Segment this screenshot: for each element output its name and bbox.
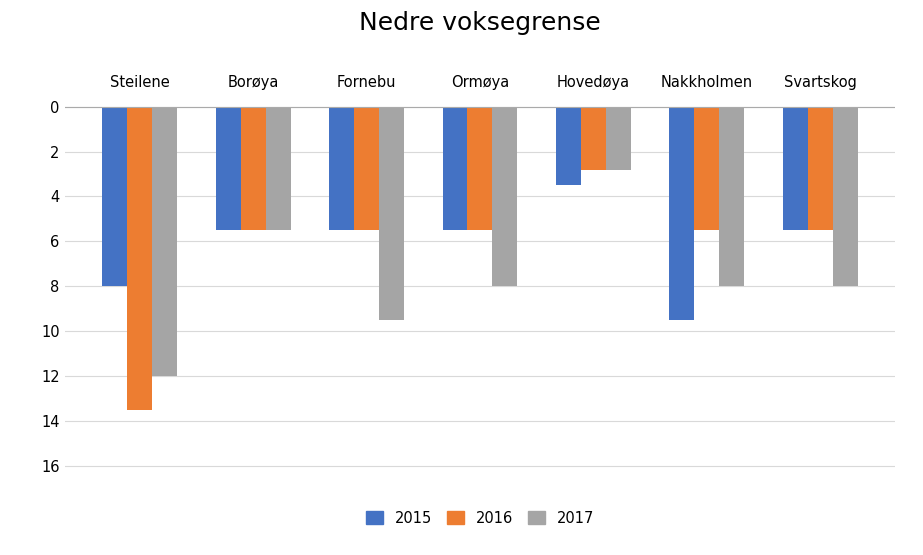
Bar bbox=[152, 107, 177, 376]
Bar bbox=[216, 107, 241, 230]
Bar bbox=[694, 107, 719, 230]
Bar bbox=[266, 107, 291, 230]
Bar bbox=[442, 107, 467, 230]
Bar bbox=[467, 107, 493, 230]
Bar bbox=[783, 107, 808, 230]
Bar bbox=[808, 107, 833, 230]
Bar bbox=[102, 107, 127, 286]
Title: Nedre voksegrense: Nedre voksegrense bbox=[359, 12, 601, 36]
Bar bbox=[605, 107, 630, 169]
Legend: 2015, 2016, 2017: 2015, 2016, 2017 bbox=[360, 505, 600, 532]
Bar bbox=[581, 107, 605, 169]
Bar bbox=[354, 107, 379, 230]
Bar bbox=[669, 107, 694, 320]
Bar bbox=[127, 107, 152, 410]
Bar bbox=[493, 107, 518, 286]
Bar bbox=[241, 107, 266, 230]
Bar bbox=[379, 107, 404, 320]
Bar bbox=[330, 107, 354, 230]
Bar bbox=[556, 107, 581, 185]
Bar bbox=[719, 107, 744, 286]
Bar bbox=[833, 107, 857, 286]
